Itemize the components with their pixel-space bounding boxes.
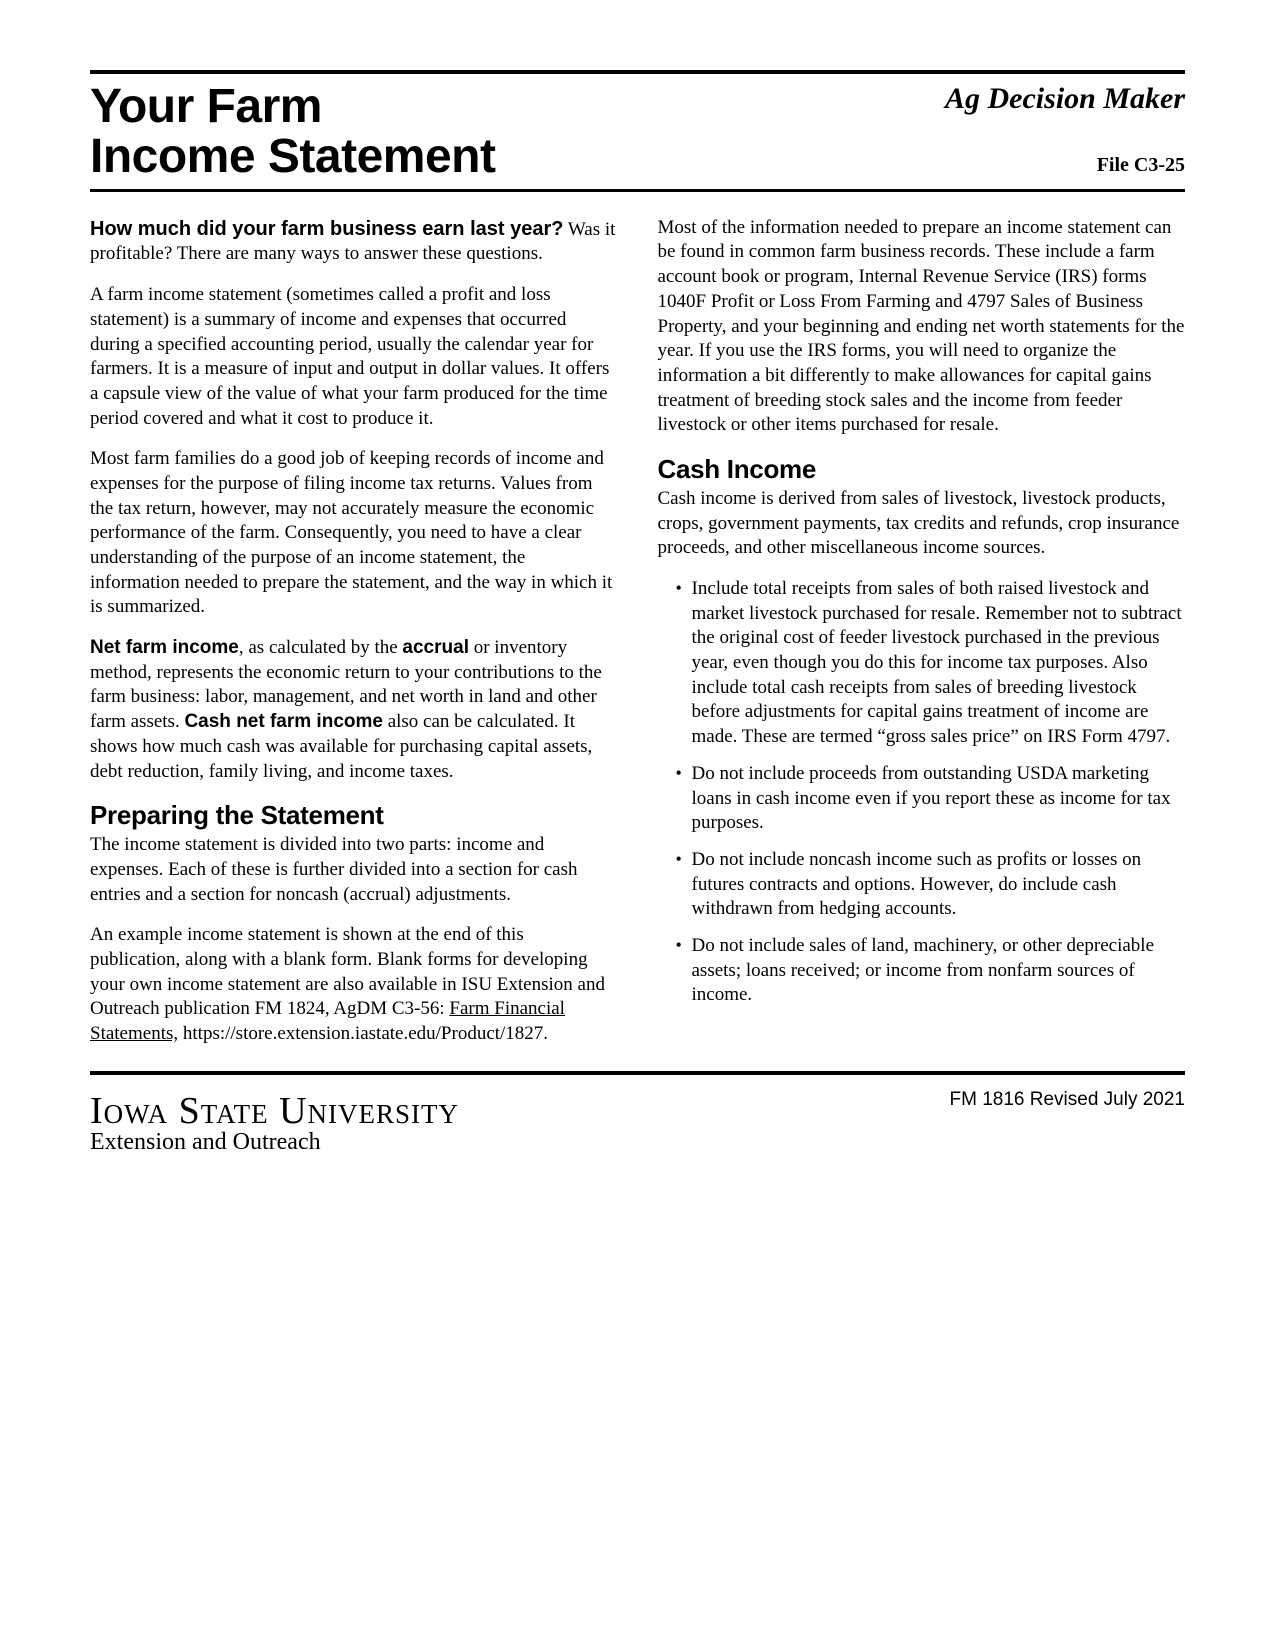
paragraph: A farm income statement (sometimes calle… [90, 283, 618, 431]
header-bottom-rule [90, 189, 1185, 192]
body-columns: How much did your farm business earn las… [90, 216, 1185, 1063]
column-left: How much did your farm business earn las… [90, 216, 618, 1063]
paragraph: Cash income is derived from sales of liv… [658, 487, 1186, 561]
bold-term: accrual [402, 637, 469, 658]
isu-subline: Extension and Outreach [90, 1129, 459, 1156]
paragraph: Most of the information needed to prepar… [658, 216, 1186, 438]
footer: Iowa State University Extension and Outr… [90, 1089, 1185, 1156]
list-item: Include total receipts from sales of bot… [676, 577, 1186, 750]
heading-preparing: Preparing the Statement [90, 800, 618, 831]
footer-revised: FM 1816 Revised July 2021 [949, 1089, 1185, 1111]
paragraph: Net farm income, as calculated by the ac… [90, 636, 618, 784]
text: , as calculated by the [239, 637, 403, 658]
header-right: Ag Decision Maker File C3-25 [945, 82, 1185, 177]
title-line-2: Income Statement [90, 132, 495, 182]
list-item: Do not include noncash income such as pr… [676, 848, 1186, 922]
column-right: Most of the information needed to prepar… [658, 216, 1186, 1063]
file-label: File C3-25 [945, 154, 1185, 177]
lead-paragraph: How much did your farm business earn las… [90, 216, 618, 267]
bullet-list: Include total receipts from sales of bot… [676, 577, 1186, 1008]
isu-wordmark: Iowa State University [90, 1089, 459, 1133]
paragraph: An example income statement is shown at … [90, 923, 618, 1046]
bold-term: Cash net farm income [184, 711, 383, 732]
footer-rule [90, 1071, 1185, 1075]
series-title: Ag Decision Maker [945, 82, 1185, 116]
list-item: Do not include proceeds from outstanding… [676, 762, 1186, 836]
footer-left: Iowa State University Extension and Outr… [90, 1089, 459, 1156]
paragraph: The income statement is divided into two… [90, 833, 618, 907]
title-block: Your Farm Income Statement Ag Decision M… [90, 82, 1185, 183]
lead-question: How much did your farm business earn las… [90, 218, 563, 240]
list-item: Do not include sales of land, machinery,… [676, 934, 1186, 1008]
heading-cash-income: Cash Income [658, 454, 1186, 485]
main-title-wrap: Your Farm Income Statement [90, 82, 495, 183]
bold-term: Net farm income [90, 637, 239, 658]
title-line-1: Your Farm [90, 82, 495, 132]
text: https://store.extension.iastate.edu/Prod… [178, 1023, 548, 1044]
paragraph: Most farm families do a good job of keep… [90, 447, 618, 620]
top-rule [90, 70, 1185, 74]
